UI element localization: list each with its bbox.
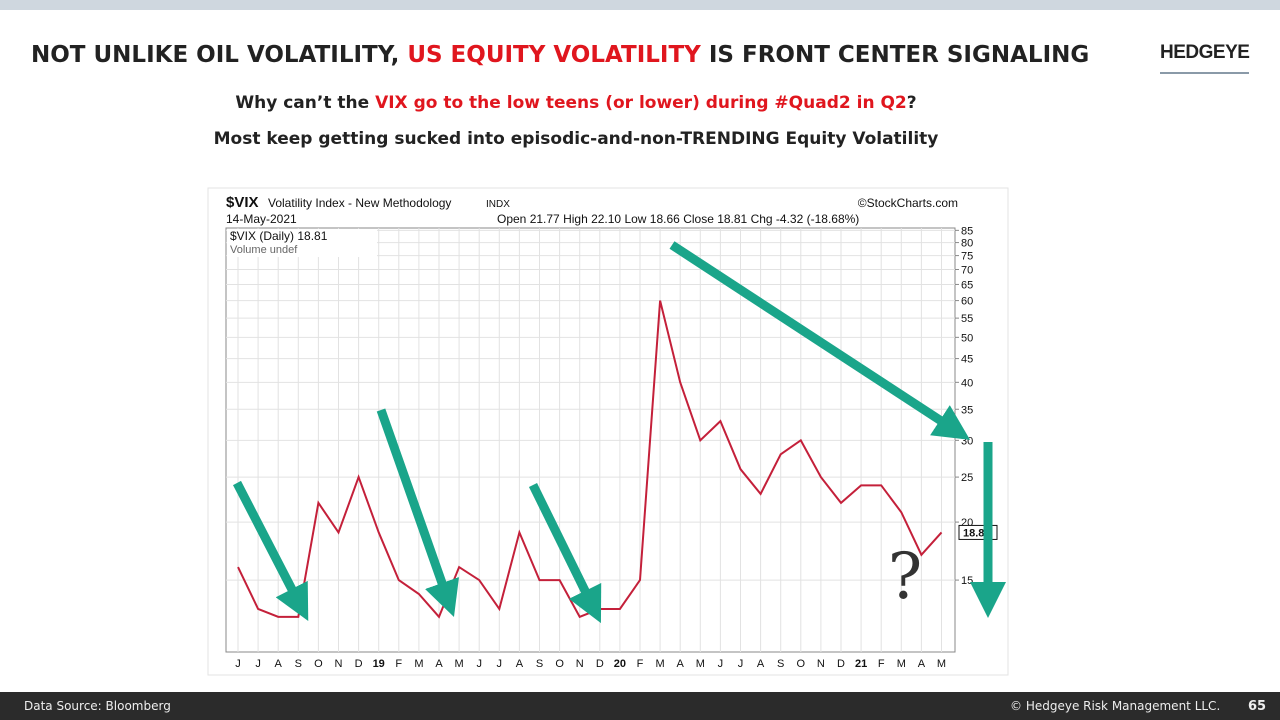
x-tick-label: A	[918, 658, 926, 670]
x-tick-label: O	[314, 658, 323, 670]
y-tick-label: 70	[961, 265, 973, 277]
source: ©StockCharts.com	[858, 196, 958, 210]
x-tick-label: F	[637, 658, 644, 670]
y-tick-label: 75	[961, 251, 973, 263]
slide-title: NOT UNLIKE OIL VOLATILITY, US EQUITY VOL…	[31, 42, 1089, 68]
x-tick-label: J	[235, 658, 241, 670]
y-tick-label: 45	[961, 354, 973, 366]
exchange: INDX	[486, 199, 510, 210]
footer-source: Data Source: Bloomberg	[24, 699, 171, 713]
quote-item: Open 21.77	[497, 212, 560, 226]
x-tick-label: M	[414, 658, 423, 670]
x-tick-label: O	[555, 658, 564, 670]
quote-item: Chg -4.32 (-18.68%)	[751, 212, 860, 226]
quote: Open 21.77 High 22.10 Low 18.66 Close 18…	[497, 212, 859, 226]
x-tick-label: O	[797, 658, 806, 670]
x-tick-label: S	[295, 658, 302, 670]
footer-copyright: © Hedgeye Risk Management LLC.	[1010, 699, 1221, 713]
quote-item: High 22.10	[563, 212, 621, 226]
x-tick-label: M	[897, 658, 906, 670]
y-tick-label: 25	[961, 472, 973, 484]
y-tick-label: 60	[961, 296, 973, 308]
title-highlight: US EQUITY VOLATILITY	[407, 42, 701, 68]
x-tick-label: A	[275, 658, 283, 670]
subtitle-highlight: VIX go to the low teens (or lower) durin…	[375, 93, 907, 113]
x-tick-label: 21	[855, 658, 867, 670]
x-tick-label: N	[817, 658, 825, 670]
x-tick-label: S	[777, 658, 784, 670]
x-tick-label: J	[738, 658, 744, 670]
arrow	[669, 241, 971, 440]
x-tick-label: D	[355, 658, 363, 670]
y-tick-label: 55	[961, 313, 973, 325]
x-tick-label: M	[696, 658, 705, 670]
x-tick-label: M	[656, 658, 665, 670]
x-tick-label: J	[255, 658, 261, 670]
x-tick-label: J	[476, 658, 482, 670]
top-bar	[0, 0, 1280, 10]
x-tick-label: A	[435, 658, 443, 670]
x-tick-label: F	[395, 658, 402, 670]
x-tick-label: F	[878, 658, 885, 670]
x-tick-label: N	[335, 658, 343, 670]
page-number: 65	[1248, 699, 1267, 714]
x-tick-label: N	[576, 658, 584, 670]
x-tick-label: A	[516, 658, 524, 670]
y-tick-label: 65	[961, 279, 973, 291]
x-tick-label: D	[837, 658, 845, 670]
arrow	[528, 483, 602, 624]
x-tick-label: M	[455, 658, 464, 670]
subtitle-part: Why can’t the	[235, 93, 376, 113]
subtitle-part: ?	[906, 93, 917, 113]
footer: Data Source: Bloomberg © Hedgeye Risk Ma…	[0, 692, 1280, 720]
subtitle: Most keep getting sucked into episodic-a…	[213, 129, 939, 149]
chart-title: Volatility Index - New Methodology	[268, 196, 451, 210]
x-tick-label: 20	[614, 658, 626, 670]
subtitle: Why can’t the VIX go to the low teens (o…	[0, 93, 1152, 113]
y-tick-label: 85	[961, 225, 973, 237]
legend-bg	[227, 229, 377, 257]
x-tick-label: A	[677, 658, 685, 670]
y-tick-label: 40	[961, 377, 973, 389]
y-tick-label: 30	[961, 435, 973, 447]
symbol: $VIX	[226, 194, 259, 211]
x-tick-label: S	[536, 658, 543, 670]
y-tick-label: 80	[961, 238, 973, 250]
x-tick-label: M	[937, 658, 946, 670]
legend-entry: $VIX (Daily) 18.81	[230, 229, 328, 243]
y-tick-label: 50	[961, 332, 973, 344]
arrow	[233, 480, 309, 621]
x-tick-label: A	[757, 658, 765, 670]
legend-entry: Volume undef	[230, 244, 298, 256]
title-part: NOT UNLIKE OIL VOLATILITY,	[31, 42, 408, 68]
y-tick-label: 35	[961, 404, 973, 416]
arrow	[376, 408, 459, 617]
x-tick-label: J	[497, 658, 503, 670]
logo: HEDGEYE	[1160, 42, 1250, 74]
x-tick-label: 19	[373, 658, 385, 670]
quote-item: Close 18.81	[683, 212, 747, 226]
x-tick-label: D	[596, 658, 604, 670]
quote-item: Low 18.66	[624, 212, 680, 226]
y-tick-label: 15	[961, 575, 973, 587]
date: 14-May-2021	[226, 212, 297, 226]
title-part: IS FRONT CENTER SIGNALING	[700, 42, 1090, 68]
x-tick-label: J	[718, 658, 724, 670]
annotation: ?	[888, 540, 922, 614]
